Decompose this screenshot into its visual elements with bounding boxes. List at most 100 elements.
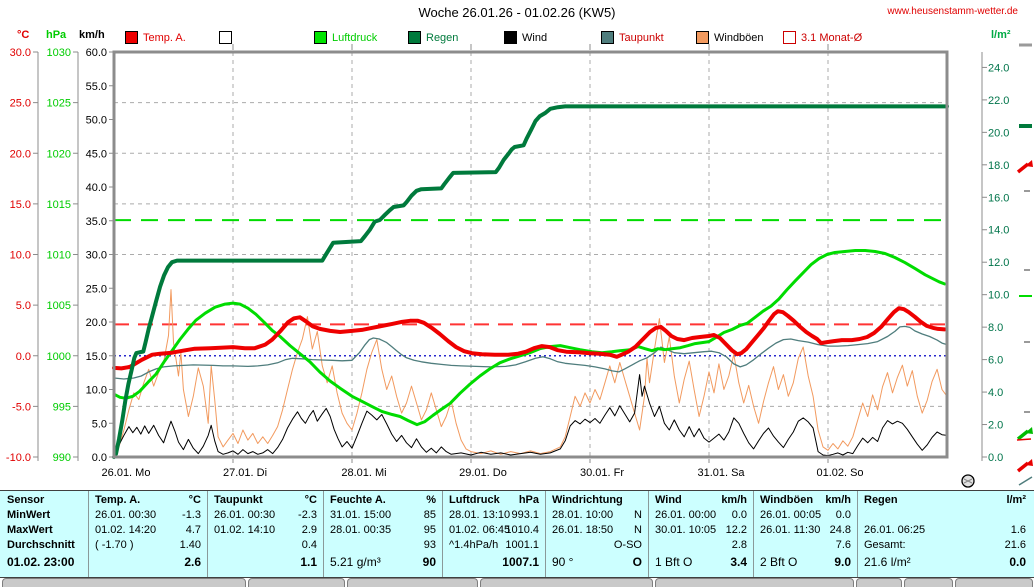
table-value: 1007.1 — [502, 555, 539, 569]
table-column-separator — [753, 491, 754, 577]
rain-axis-unit-label: l/m² — [991, 29, 1011, 41]
series-Taupunkt — [113, 325, 948, 380]
table-value: 0.0 — [835, 509, 851, 521]
table-value: 1.40 — [179, 539, 201, 551]
table-value-time: 90 ° — [552, 555, 574, 569]
footer-strip-button[interactable] — [655, 578, 854, 587]
trend-mark-tick — [1024, 341, 1030, 343]
weather-chart-plot: 26.01. Mo 27.01. Di 28.01. Mi 29.01. Do 30.0… — [6, 43, 1033, 488]
table-col-header: Windrichtung — [552, 494, 623, 506]
footer-strip-button[interactable] — [904, 578, 953, 587]
legend-item-monthavg[interactable]: 3.1 Monat-Ø — [783, 31, 862, 44]
x-axis-day-label: 31.01. Sa — [697, 467, 745, 479]
axis-tick-label-rain: 4.0 — [988, 387, 1003, 399]
table-value: -1.3 — [182, 509, 201, 521]
table-value: 993.1 — [511, 509, 539, 521]
x-axis-day-label: 26.01. Mo — [102, 467, 151, 479]
table-value: 12.2 — [725, 524, 747, 536]
legend-color-box-monthavg — [783, 31, 796, 44]
legend-color-box-rain — [408, 31, 421, 44]
axis-tick-label-rain: 18.0 — [988, 160, 1009, 172]
table-value: 7.6 — [835, 539, 851, 551]
table-column-separator — [323, 491, 324, 577]
table-col-header: Luftdruck — [449, 494, 500, 506]
axis-tick-label-speed: 5.0 — [92, 418, 107, 430]
footer-strip-button[interactable] — [856, 578, 902, 587]
table-value: 9.0 — [834, 555, 851, 569]
legend-item-rain[interactable]: Regen — [408, 31, 458, 44]
table-value-time: 26.01. 06:25 — [864, 524, 926, 536]
footer-strip-button[interactable] — [2, 578, 246, 587]
table-column-separator — [442, 491, 443, 577]
table-column-separator — [207, 491, 208, 577]
footer-strip-button[interactable] — [347, 578, 478, 587]
axis-tick-label-speed: 60.0 — [86, 47, 107, 59]
table-value-time: ( -1.70 ) — [95, 539, 134, 551]
table-value: 2.9 — [301, 524, 317, 536]
legend-item-dewpoint[interactable]: Taupunkt — [601, 31, 664, 44]
website-link[interactable]: www.heusenstamm-wetter.de — [887, 6, 1018, 17]
legend-item-wind[interactable]: Wind — [504, 31, 547, 44]
table-value-time: 5.21 g/m³ — [330, 555, 381, 569]
axis-tick-label-rain: 14.0 — [988, 225, 1009, 237]
table-value-time: 2 Bft O — [760, 555, 798, 569]
axis-tick-label-rain: 20.0 — [988, 127, 1009, 139]
table-column-separator — [857, 491, 858, 577]
table-value: 2.6 — [184, 555, 201, 569]
legend-item-gusts[interactable]: Windböen — [696, 31, 764, 44]
footer-strip-button[interactable] — [480, 578, 653, 587]
legend-item-empty[interactable] — [219, 31, 237, 44]
series-Temp. A. — [112, 306, 947, 371]
table-value: 1.1 — [300, 555, 317, 569]
series-Windböen — [113, 289, 948, 456]
axis-tick-label-temp: 30.0 — [10, 47, 31, 59]
table-value: 1010.4 — [505, 524, 539, 536]
table-value-time: 31.01. 15:00 — [330, 509, 392, 521]
pressure-axis-unit-label: hPa — [46, 29, 67, 41]
legend-label-wind: Wind — [522, 31, 548, 44]
table-value: N — [634, 509, 642, 521]
legend-color-box-dewpoint — [601, 31, 614, 44]
table-value-time: 26.01. 18:50 — [552, 524, 614, 536]
table-column-separator — [648, 491, 649, 577]
table-value: 93 — [423, 539, 436, 551]
table-value-time: 28.01. 00:35 — [330, 524, 392, 536]
legend-item-pressure[interactable]: Luftdruck — [314, 31, 377, 44]
legend-label-monthavg: 3.1 Monat-Ø — [801, 31, 863, 44]
table-value: 90 — [422, 555, 436, 569]
axis-tick-label-pressure: 1005 — [47, 300, 71, 312]
table-value: -2.3 — [298, 509, 317, 521]
table-value: 1001.1 — [505, 539, 539, 551]
axis-tick-label-pressure: 1000 — [47, 351, 71, 363]
footer-strip-button[interactable] — [248, 578, 345, 587]
axis-tick-label-temp: 0.0 — [16, 351, 31, 363]
series-Wind — [113, 374, 948, 457]
legend-color-box-temp — [125, 31, 138, 44]
legend-item-temp[interactable]: Temp. A. — [125, 31, 186, 44]
axis-tick-label-rain: 22.0 — [988, 95, 1009, 107]
scroll-handle-hatch — [963, 478, 973, 484]
table-value-time: 21.6 l/m² — [864, 555, 911, 569]
footer-strip-button[interactable] — [955, 578, 1033, 587]
legend-label-temp: Temp. A. — [143, 31, 186, 44]
axis-tick-label-temp: 5.0 — [16, 300, 31, 312]
table-col-unit: °C — [304, 494, 317, 506]
table-value: 85 — [423, 509, 436, 521]
trend-mark-tick — [1024, 269, 1030, 271]
table-value: 0.4 — [301, 539, 317, 551]
table-value-time: 26.01. 00:00 — [655, 509, 717, 521]
axis-tick-label-speed: 45.0 — [86, 148, 107, 160]
table-value: 2.8 — [731, 539, 747, 551]
x-axis-day-label: 28.01. Mi — [341, 467, 386, 479]
x-axis-day-label: 27.01. Di — [223, 467, 267, 479]
axis-tick-label-pressure: 1030 — [47, 47, 71, 59]
axis-tick-label-speed: 55.0 — [86, 81, 107, 93]
table-col-header: Feuchte A. — [330, 494, 386, 506]
chart-legend: Temp. A. Luftdruck Regen Wind Taupunkt Windbö… — [0, 31, 1034, 47]
table-col-header: Windböen — [760, 494, 814, 506]
table-value-time: ^1.4hPa/h — [449, 539, 499, 551]
axis-tick-label-rain: 10.0 — [988, 290, 1009, 302]
axis-tick-label-rain: 6.0 — [988, 355, 1003, 367]
trend-mark-slash — [1018, 476, 1033, 486]
axis-tick-label-temp: 15.0 — [10, 199, 31, 211]
